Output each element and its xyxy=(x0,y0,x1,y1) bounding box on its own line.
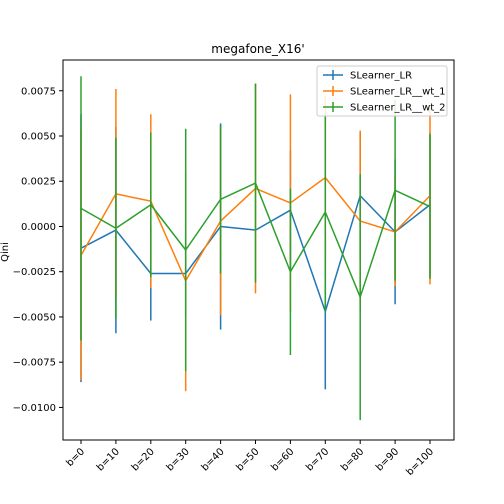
y-axis-label: Qini xyxy=(0,242,11,262)
legend-box xyxy=(316,65,448,117)
y-tick-label: 0.0025 xyxy=(21,177,56,188)
x-tick-label: b=0 xyxy=(64,446,87,469)
legend-label: SLearner_LR__wt_1 xyxy=(350,87,446,98)
y-tick-label: −0.0050 xyxy=(13,312,56,323)
y-tick-label: 0.0000 xyxy=(21,222,56,233)
y-tick-label: −0.0025 xyxy=(13,267,56,278)
y-tick-label: −0.0075 xyxy=(13,358,56,369)
x-tick-label: b=20 xyxy=(130,446,157,473)
legend-label: SLearner_LR xyxy=(350,71,412,82)
series-line xyxy=(80,182,431,298)
x-tick-label: b=80 xyxy=(339,446,366,473)
x-axis: b=0 b=10 b=20 b=30 b=40 b=50 b=60 b=70 b=80 b=90 b… xyxy=(64,440,436,478)
x-tick-label: b=100 xyxy=(404,446,436,478)
x-tick-label: b=50 xyxy=(234,446,261,473)
x-tick-label: b=40 xyxy=(200,446,227,473)
x-tick-label: b=10 xyxy=(95,446,122,473)
y-axis: −0.0100 −0.0075 −0.0050 −0.0025 0.0000 0.0025… xyxy=(13,86,63,414)
x-tick-label: b=90 xyxy=(374,446,401,473)
legend: SLearner_LR SLearner_LR__wt_1 SLearner_LR_… xyxy=(316,65,448,117)
legend-label: SLearner_LR__wt_2 xyxy=(350,103,446,114)
plot-frame xyxy=(62,59,455,441)
y-tick-label: 0.0075 xyxy=(21,86,56,97)
chart-title: megafone_X16' xyxy=(211,42,304,56)
x-tick-label: b=70 xyxy=(304,446,331,473)
series-3 xyxy=(80,76,431,421)
y-tick-label: −0.0100 xyxy=(13,403,56,414)
x-tick-label: b=30 xyxy=(165,446,192,473)
y-tick-label: 0.0050 xyxy=(21,132,56,143)
series-layer xyxy=(80,76,431,421)
x-tick-label: b=60 xyxy=(269,446,296,473)
